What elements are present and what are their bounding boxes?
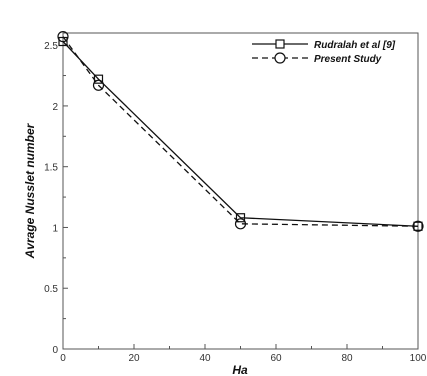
- y-tick-label: 1: [52, 223, 58, 234]
- x-tick-label: 60: [270, 353, 282, 364]
- x-axis-title: Ha: [232, 363, 248, 376]
- plot-frame: [62, 32, 419, 350]
- legend-marker-circle: [274, 52, 286, 64]
- y-tick-label: 0.5: [44, 284, 58, 295]
- x-axis-ticks: 0 20 40 60 80 100: [60, 344, 427, 364]
- series-line-1: [62, 41, 419, 227]
- y-axis-title: Avrage Nusslet number: [23, 122, 37, 259]
- y-tick-label: 2: [52, 102, 58, 113]
- y-axis-ticks: 0 0.5 1 1.5 2 2.5: [44, 41, 68, 356]
- series-line-2: [62, 36, 419, 227]
- y-tick-label: 1.5: [44, 163, 58, 174]
- series-point-circle: [57, 31, 69, 43]
- series-point-square: [235, 213, 246, 223]
- x-tick-label: 40: [199, 353, 211, 364]
- x-tick-label: 80: [341, 353, 353, 364]
- y-tick-label: 2.5: [44, 41, 58, 52]
- series-layer: [57, 31, 424, 232]
- legend: Rudralah et al [9] Present Study: [252, 39, 396, 65]
- y-tick-label: 0: [52, 345, 58, 356]
- legend-label-1: Rudralah et al [9]: [314, 40, 396, 51]
- x-tick-label: 100: [410, 353, 427, 364]
- series-point-circle: [412, 220, 424, 232]
- legend-marker-square: [275, 39, 285, 49]
- series-point-circle: [234, 218, 247, 230]
- x-tick-label: 20: [128, 353, 140, 364]
- legend-label-2: Present Study: [314, 54, 382, 65]
- series-point-circle: [92, 79, 105, 91]
- x-tick-label: 0: [60, 353, 66, 364]
